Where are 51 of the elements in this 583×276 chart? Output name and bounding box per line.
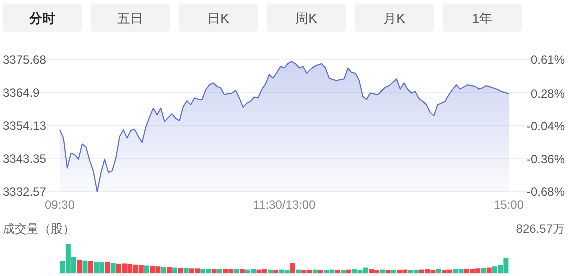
bar	[290, 263, 296, 273]
text: 五日	[118, 11, 144, 26]
y2-tick-label: 0.28%	[530, 86, 566, 101]
x-tick-label: 15:00	[494, 198, 524, 212]
y-tick-label: 3343.35	[3, 152, 47, 166]
bar	[240, 270, 245, 273]
bar	[161, 267, 166, 273]
bar	[110, 263, 116, 273]
text: 1年	[472, 11, 493, 26]
bar	[436, 268, 442, 273]
bar	[481, 268, 486, 273]
y-axis-title: 成交量（股）	[3, 222, 75, 236]
bar	[318, 270, 324, 273]
bar	[178, 268, 184, 273]
bar	[386, 270, 391, 273]
text: 分时	[28, 11, 56, 26]
text: 日K	[208, 11, 230, 26]
bar	[296, 270, 302, 273]
bar	[144, 266, 150, 273]
text: 月K	[384, 11, 406, 26]
bar	[166, 267, 172, 273]
bar	[77, 260, 82, 273]
bar	[346, 270, 352, 273]
y2-tick-label: -0.68%	[526, 185, 566, 199]
y-tick-label: 3354.13	[3, 118, 47, 133]
bar	[184, 268, 189, 273]
bar	[105, 262, 110, 273]
y-tick-label: 3364.9	[3, 86, 40, 100]
bar	[380, 270, 386, 273]
bar	[82, 260, 88, 273]
bar	[217, 269, 222, 273]
y2-tick-label: -0.36%	[526, 152, 566, 166]
bar	[88, 261, 94, 273]
bar	[335, 270, 340, 273]
x-tick-label: 09:30	[44, 198, 76, 212]
bar	[234, 269, 240, 273]
text: 826.57万	[516, 222, 565, 236]
bar	[340, 270, 346, 273]
y-tick-label: 3332.57	[3, 185, 47, 199]
bar	[274, 270, 279, 273]
y2-tick-label: -0.04%	[526, 120, 566, 134]
bar	[312, 270, 318, 273]
text: 周K	[296, 11, 318, 26]
x-tick-label: 11:30/13:00	[253, 198, 316, 212]
bar	[172, 268, 178, 273]
bar	[268, 270, 273, 273]
bar	[391, 270, 396, 273]
y2-tick-label: 0.61%	[530, 53, 566, 67]
bar	[212, 269, 217, 273]
bar	[486, 268, 492, 273]
y-tick-label: 3375.68	[3, 53, 47, 67]
